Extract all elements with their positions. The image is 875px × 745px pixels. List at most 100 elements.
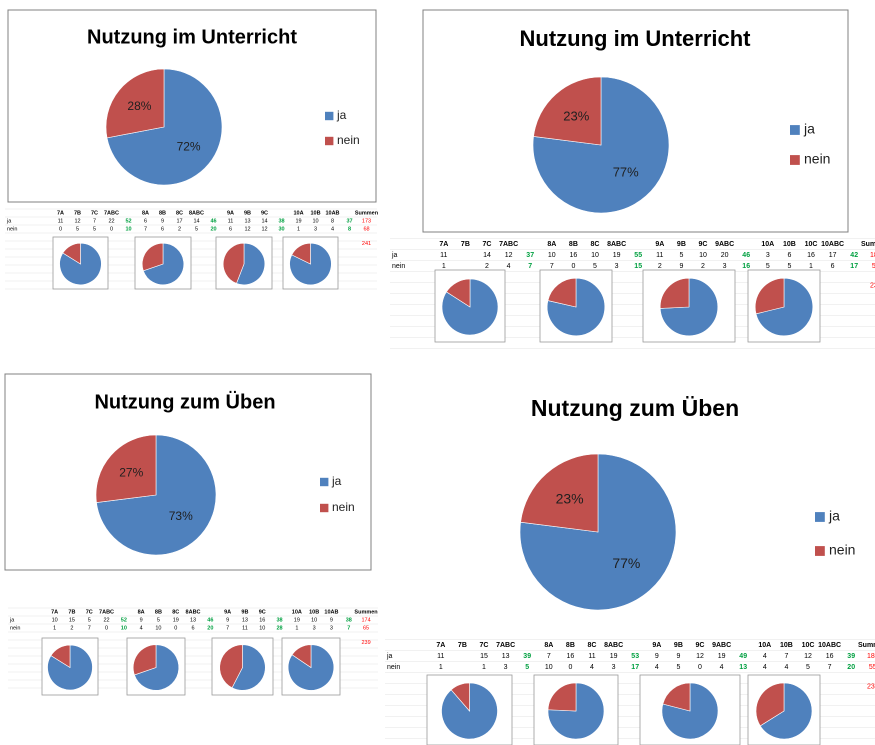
table-cell: 173 [362,218,371,224]
legend-swatch [325,136,334,146]
pie-slice [755,682,785,727]
table-cell: 46 [742,252,750,259]
table-cell: 19 [173,617,179,623]
table-cell: 4 [331,226,334,232]
pie-slice [291,242,311,265]
legend-swatch [790,155,800,165]
legend-swatch [815,512,825,522]
mini-chart [539,269,613,343]
data-label: 77% [613,164,639,179]
table-cell: 19 [294,617,300,623]
table-cell: 4 [784,664,788,671]
table-cell: 13 [244,218,250,224]
panel: Nutzung zum Üben 77% 23% ja nein [519,395,855,611]
panel: Nutzung zum Üben 73% 27% ja nein [4,373,372,571]
table-cell: 52 [121,617,127,623]
column-header: 9B [241,609,248,615]
table-cell: 10 [125,226,131,232]
legend-label: nein [337,133,360,147]
column-header: 10AB [325,210,339,216]
table-cell: 10 [259,625,265,631]
table-cell: ja [386,653,393,660]
column-header: 7A [57,210,64,216]
table-cell: 9 [161,218,164,224]
table-cell: 7 [226,625,229,631]
column-header: 7B [458,642,467,649]
table-cell: 2 [178,226,181,232]
table-cell: 11 [228,218,234,224]
column-header: 9A [224,609,231,615]
table-cell: 1 [439,664,443,671]
column-header: 10A [761,241,774,248]
mini-chart [642,269,736,343]
pie-slice [231,644,266,691]
table-cell: 4 [763,664,767,671]
column-header: 7ABC [496,642,515,649]
column-header: 8B [155,609,162,615]
table-cell: 5 [766,263,770,270]
table-cell: 14 [483,252,491,259]
column-header: 9A [227,210,234,216]
table-cell: 49 [739,653,747,660]
table-cell: ja [9,617,15,623]
table-cell: 5 [787,263,791,270]
table-cell: 1 [295,625,298,631]
mini-chart [52,236,109,290]
column-header: 8A [544,642,553,649]
column-header: 8C [176,210,183,216]
column-header: 10B [310,210,320,216]
table-cell: nein [7,226,17,232]
table-cell: 174 [361,617,370,623]
pie-slice [62,242,81,265]
column-header: 9A [652,642,661,649]
table-cell: 19 [613,252,621,259]
table-cell: 11 [242,625,248,631]
column-header: 8C [591,241,600,248]
legend-swatch [815,546,825,556]
column-header: 7B [68,609,75,615]
column-header: Summen [861,241,875,248]
spreadsheet: 7A 7B 7C 7ABC 8A 8B 8C 8ABC 9A 9B 9C 9ABC 10A 10B 10C 1… [390,238,875,349]
table-total: 239 [361,640,370,646]
chart-title: Nutzung im Unterricht [520,26,752,51]
table-cell: 55 [869,664,875,671]
table-cell: 2 [70,625,73,631]
panel: Nutzung im Unterricht 72% 28% ja nein [7,9,377,203]
table-cell: 8 [348,226,351,232]
table-cell: 5 [157,617,160,623]
table-cell: 5 [195,226,198,232]
pie-slice [450,682,470,712]
column-header: 7A [436,642,445,649]
column-header: 7C [91,210,98,216]
column-header: 7C [483,241,492,248]
table-cell: 5 [676,664,680,671]
column-header: 8A [138,609,145,615]
table-cell: 17 [850,263,858,270]
table-cell: 46 [210,218,216,224]
table-cell: 6 [161,226,164,232]
pie-slice [659,277,719,337]
table-cell: 28 [276,625,282,631]
column-header: 8ABC [607,241,626,248]
table-cell: 14 [261,218,267,224]
column-header: 9ABC [715,241,734,248]
table-cell: 53 [631,653,639,660]
mini-chart [211,637,274,696]
pie-slice [755,277,814,337]
column-header: 10C [802,642,815,649]
table-cell: 20 [721,252,729,259]
mini-chart [41,637,99,696]
table-cell: 9 [679,263,683,270]
column-header: 9B [677,241,686,248]
table-cell: 11 [656,252,663,259]
table-cell: 7 [88,625,91,631]
pie-slice [547,277,577,308]
pie-slice [95,434,157,503]
pie-slice [106,68,223,186]
table-cell: 55 [872,263,875,270]
table-cell: 5 [76,226,79,232]
legend-label: nein [804,151,830,167]
table-cell: 9 [655,653,659,660]
column-header: 7C [480,642,489,649]
